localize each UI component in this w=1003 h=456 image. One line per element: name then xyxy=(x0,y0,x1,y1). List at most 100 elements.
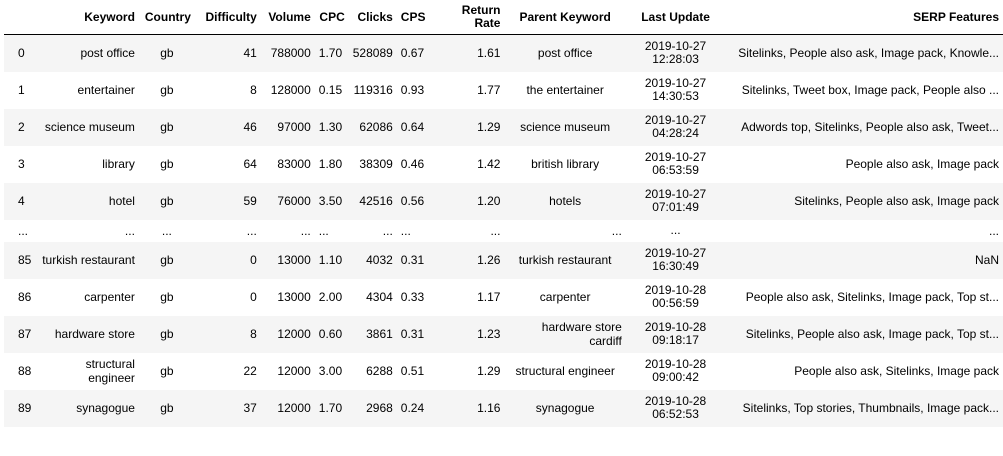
cell-return-rate: ... xyxy=(490,223,501,238)
cell-volume: 12000 xyxy=(277,364,311,378)
cell-difficulty: 46 xyxy=(243,120,257,134)
cell-cpc: 1.10 xyxy=(318,253,343,267)
cell-last-update: 2019-10-27 14:30:53 xyxy=(644,76,707,103)
cell-serp-features: Adwords top, Sitelinks, People also ask,… xyxy=(741,120,999,134)
cell-last-update: 2019-10-27 06:53:59 xyxy=(644,150,707,177)
cell-difficulty: 41 xyxy=(243,46,257,61)
cell-cpc: ... xyxy=(318,223,329,238)
header-parent-keyword: Parent Keyword xyxy=(504,0,626,35)
cell-volume: 76000 xyxy=(277,194,311,208)
cell-last-update: 2019-10-28 09:00:42 xyxy=(644,357,707,384)
cell-clicks: 4304 xyxy=(366,290,393,304)
cell-country: gb xyxy=(160,120,174,134)
cell-volume: 128000 xyxy=(270,83,311,97)
cell-cpc: 1.80 xyxy=(318,157,343,171)
cell-clicks: 3861 xyxy=(366,327,393,341)
cell-last-update: 2019-10-28 09:18:17 xyxy=(644,320,707,347)
header-cps: CPS xyxy=(396,0,443,35)
cell-cps: 0.51 xyxy=(400,364,425,378)
cell-volume: 13000 xyxy=(277,253,311,267)
cell-last-update: 2019-10-27 07:01:49 xyxy=(644,187,707,214)
cell-index: 2 xyxy=(18,120,25,134)
dataframe-table: Keyword Country Difficulty Volume CPC Cl… xyxy=(4,0,1003,427)
cell-clicks: ... xyxy=(382,223,393,238)
cell-parent-keyword: hotels xyxy=(549,194,582,208)
cell-parent-keyword: ... xyxy=(611,223,622,238)
header-difficulty: Difficulty xyxy=(194,0,261,35)
cell-return-rate: 1.29 xyxy=(477,364,501,378)
table-row: 89 synagogue gb 37 12000 1.70 2968 0.24 1.16 syna… xyxy=(4,389,1003,427)
cell-country: gb xyxy=(160,327,174,341)
cell-cps: 0.33 xyxy=(400,290,425,304)
cell-volume: 83000 xyxy=(277,157,311,171)
cell-keyword: science museum xyxy=(44,120,135,134)
header-serp-features: SERP Features xyxy=(725,0,1003,35)
cell-clicks: 4032 xyxy=(366,253,393,267)
cell-cpc: 1.70 xyxy=(318,46,343,61)
cell-return-rate: 1.16 xyxy=(477,401,501,415)
cell-cps: 0.46 xyxy=(400,157,425,171)
cell-cpc: 0.60 xyxy=(318,327,343,341)
table-row: 88 structural engineer gb 22 12000 3.00 6288 0.… xyxy=(4,353,1003,390)
table-row: 2 science museum gb 46 97000 1.30 62086 0.64 1.2… xyxy=(4,108,1003,146)
cell-cps: 0.31 xyxy=(400,327,425,341)
cell-volume: 13000 xyxy=(277,290,311,304)
cell-index: 87 xyxy=(18,327,32,341)
header-return-rate: Return Rate xyxy=(442,0,505,35)
cell-country: gb xyxy=(160,157,174,171)
cell-serp-features: Sitelinks, Tweet box, Image pack, People… xyxy=(741,83,999,97)
cell-last-update: ... xyxy=(670,223,681,237)
table-row: 87 hardware store gb 8 12000 0.60 3861 0.31 1.23… xyxy=(4,315,1003,353)
cell-serp-features: Sitelinks, Top stories, Thumbnails, Imag… xyxy=(742,401,999,415)
cell-return-rate: 1.26 xyxy=(477,253,501,267)
cell-country: ... xyxy=(161,223,172,238)
cell-cpc: 3.50 xyxy=(318,194,343,208)
table-row: 86 carpenter gb 0 13000 2.00 4304 0.33 1.17 carpe… xyxy=(4,279,1003,316)
cell-country: gb xyxy=(160,253,174,267)
cell-serp-features: Sitelinks, People also ask, Image pack, … xyxy=(745,327,999,341)
cell-last-update: 2019-10-27 16:30:49 xyxy=(644,246,707,273)
cell-serp-features: People also ask, Image pack xyxy=(845,157,999,171)
cell-return-rate: 1.17 xyxy=(477,290,501,304)
cell-parent-keyword: structural engineer xyxy=(515,364,615,378)
cell-difficulty: 8 xyxy=(250,83,257,97)
cell-return-rate: 1.61 xyxy=(477,46,501,61)
header-cpc: CPC xyxy=(314,0,349,35)
cell-cps: 0.31 xyxy=(400,253,425,267)
table-row: 1 entertainer gb 8 128000 0.15 119316 0.93 1.77 t… xyxy=(4,72,1003,109)
cell-index: 0 xyxy=(18,46,25,61)
cell-difficulty: 0 xyxy=(250,290,257,304)
cell-cps: 0.64 xyxy=(400,120,425,134)
table-row: 85 turkish restaurant gb 0 13000 1.10 4032 0.31… xyxy=(4,241,1003,279)
cell-last-update: 2019-10-28 00:56:59 xyxy=(644,283,707,310)
cell-parent-keyword: science museum xyxy=(520,120,611,134)
cell-return-rate: 1.77 xyxy=(477,83,501,97)
cell-keyword: hardware store xyxy=(54,327,135,341)
cell-serp-features: People also ask, Sitelinks, Image pack, … xyxy=(745,290,999,304)
header-volume: Volume xyxy=(260,0,315,35)
cell-cps: 0.93 xyxy=(400,83,425,97)
header-last-update: Last Update xyxy=(625,0,726,35)
cell-serp-features: Sitelinks, People also ask, Image pack xyxy=(794,194,999,208)
cell-clicks: 6288 xyxy=(366,364,393,378)
cell-difficulty: ... xyxy=(246,223,257,238)
cell-index: 3 xyxy=(18,157,25,171)
cell-difficulty: 0 xyxy=(250,253,257,267)
cell-keyword: entertainer xyxy=(77,83,135,97)
cell-cpc: 3.00 xyxy=(318,364,343,378)
cell-volume: ... xyxy=(300,223,311,238)
table-row: 3 library gb 64 83000 1.80 38309 0.46 1.42 britis… xyxy=(4,146,1003,183)
cell-return-rate: 1.23 xyxy=(477,327,501,341)
cell-return-rate: 1.20 xyxy=(477,194,501,208)
cell-last-update: 2019-10-27 04:28:24 xyxy=(644,113,707,140)
cell-index: 89 xyxy=(18,401,32,415)
cell-clicks: 2968 xyxy=(366,401,393,415)
cell-keyword: library xyxy=(102,157,135,171)
header-keyword: Keyword xyxy=(35,0,139,35)
cell-country: gb xyxy=(160,194,174,208)
cell-parent-keyword: the entertainer xyxy=(526,83,604,97)
cell-parent-keyword: post office xyxy=(537,46,593,61)
cell-country: gb xyxy=(160,364,174,378)
cell-keyword: hotel xyxy=(108,194,135,208)
